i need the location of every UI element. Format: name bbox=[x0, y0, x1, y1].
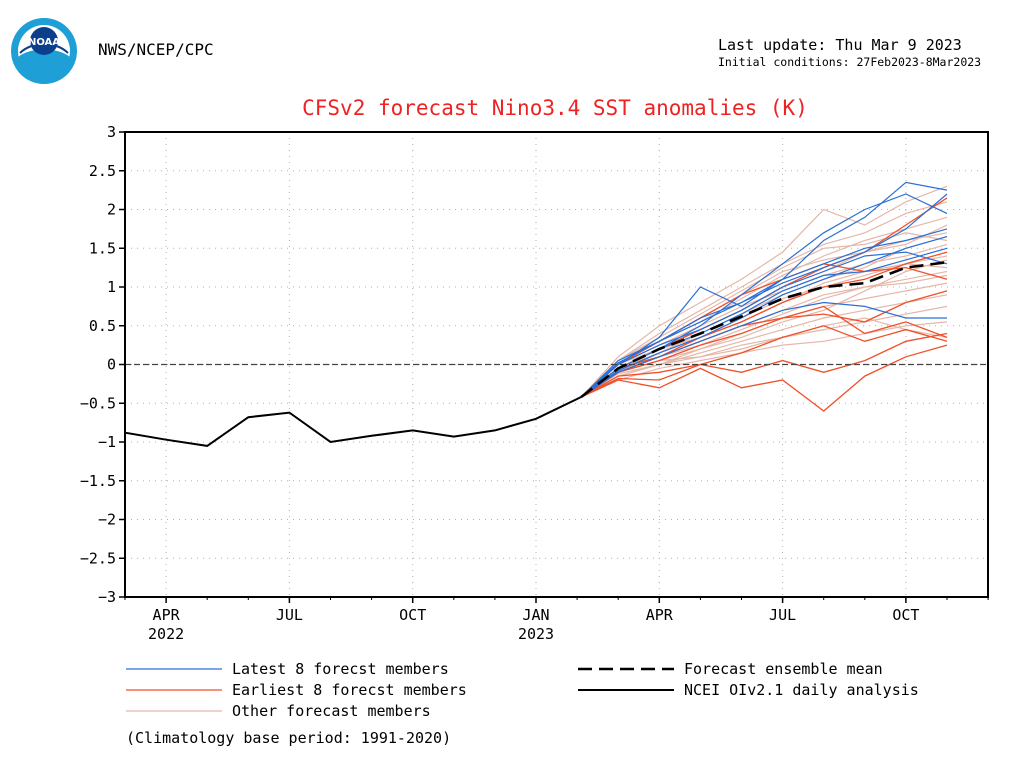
x-tick-label: APR bbox=[153, 606, 181, 624]
x-tick-label: OCT bbox=[399, 606, 426, 624]
other-member-line-4 bbox=[580, 232, 948, 398]
earliest-members bbox=[580, 197, 948, 412]
earliest-member-line-2 bbox=[580, 332, 948, 398]
legend-observed-label: NCEI OIv2.1 daily analysis bbox=[684, 681, 919, 699]
other-member-line-8 bbox=[580, 282, 948, 398]
y-tick-label: 1.5 bbox=[89, 239, 116, 257]
y-tick-label: −1 bbox=[98, 433, 116, 451]
legend-mean-label: Forecast ensemble mean bbox=[684, 660, 883, 678]
earliest-member-line-8 bbox=[580, 251, 948, 398]
other-member-line-17 bbox=[580, 317, 948, 398]
observed-line bbox=[124, 396, 582, 447]
y-tick-label: −1.5 bbox=[80, 472, 116, 490]
x-tick-label: JUL bbox=[276, 606, 303, 624]
other-member-line-2 bbox=[580, 201, 948, 398]
x-tick-label: JUL bbox=[769, 606, 796, 624]
other-member-line-14 bbox=[580, 236, 948, 398]
other-member-line-9 bbox=[580, 294, 948, 398]
y-tick-label: 2 bbox=[107, 201, 116, 219]
other-member-line-1 bbox=[580, 185, 948, 398]
header-org: NWS/NCEP/CPC bbox=[98, 40, 214, 59]
other-member-line-18 bbox=[580, 263, 948, 398]
earliest-member-line-7 bbox=[580, 325, 948, 398]
y-tick-label: 3 bbox=[107, 123, 116, 141]
last-update: Last update: Thu Mar 9 2023 bbox=[718, 36, 962, 54]
x-tick-year: 2022 bbox=[148, 625, 184, 643]
y-tick-label: −3 bbox=[98, 588, 116, 606]
observed-group bbox=[124, 396, 582, 447]
other-member-line-13 bbox=[580, 232, 948, 398]
x-tick-label: APR bbox=[646, 606, 674, 624]
legend-earliest-label: Earliest 8 forecst members bbox=[232, 681, 467, 699]
latest-member-line-3 bbox=[580, 228, 948, 398]
latest-member-line-5 bbox=[580, 251, 948, 398]
ensemble-mean-group bbox=[580, 260, 948, 399]
earliest-member-line-5 bbox=[580, 263, 948, 398]
y-tick-label: 0.5 bbox=[89, 317, 116, 335]
y-tick-label: 0 bbox=[107, 356, 116, 374]
legend-latest-label: Latest 8 forecst members bbox=[232, 660, 449, 678]
y-tick-label: −2 bbox=[98, 511, 116, 529]
ensemble-mean-line bbox=[580, 260, 948, 399]
initial-conditions: Initial conditions: 27Feb2023-8Mar2023 bbox=[718, 55, 982, 69]
noaa-logo: NOAA bbox=[11, 18, 77, 84]
climatology-note: (Climatology base period: 1991-2020) bbox=[126, 729, 451, 747]
latest-member-line-6 bbox=[580, 236, 948, 398]
latest-members bbox=[580, 181, 948, 398]
latest-member-line-7 bbox=[580, 193, 948, 398]
axes: 32.521.510.50−0.5−1−1.5−2−2.5−3APR2022JU… bbox=[80, 123, 989, 643]
other-member-line-12 bbox=[580, 259, 948, 398]
logo-text: NOAA bbox=[28, 37, 60, 48]
y-tick-label: 2.5 bbox=[89, 162, 116, 180]
y-tick-label: −2.5 bbox=[80, 549, 116, 567]
legend-other-label: Other forecast members bbox=[232, 702, 431, 720]
y-tick-label: 1 bbox=[107, 278, 116, 296]
chart-title: CFSv2 forecast Nino3.4 SST anomalies (K) bbox=[302, 96, 808, 120]
x-tick-year: 2023 bbox=[518, 625, 554, 643]
y-tick-label: −0.5 bbox=[80, 394, 116, 412]
legend: Latest 8 forecst members Earliest 8 forec… bbox=[126, 660, 919, 747]
earliest-member-line-1 bbox=[580, 344, 948, 412]
x-tick-label: JAN bbox=[522, 606, 549, 624]
x-tick-label: OCT bbox=[892, 606, 919, 624]
